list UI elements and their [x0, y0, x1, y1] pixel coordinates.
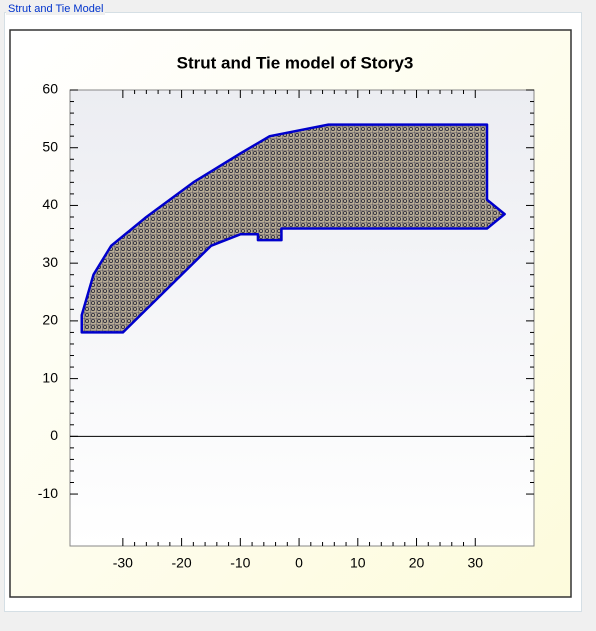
y-tick-label: 10 — [42, 369, 58, 385]
x-tick-label: 10 — [350, 555, 366, 571]
y-tick-label: 60 — [42, 81, 58, 97]
x-tick-label: 20 — [409, 555, 425, 571]
y-tick-label: 40 — [42, 196, 58, 212]
y-tick-label: 20 — [42, 312, 58, 328]
chart-title: Strut and Tie model of Story3 — [177, 53, 414, 72]
x-tick-label: -20 — [171, 555, 191, 571]
group-label: Strut and Tie Model — [6, 3, 106, 15]
model-outline — [80, 123, 506, 334]
x-tick-label: -30 — [113, 555, 133, 571]
y-tick-label: 30 — [42, 254, 58, 270]
y-tick-label: 50 — [42, 138, 58, 154]
x-tick-label: -10 — [230, 555, 250, 571]
y-tick-label: 0 — [50, 427, 58, 443]
x-tick-label: 0 — [295, 555, 303, 571]
x-tick-label: 30 — [467, 555, 483, 571]
y-tick-label: -10 — [38, 485, 58, 501]
